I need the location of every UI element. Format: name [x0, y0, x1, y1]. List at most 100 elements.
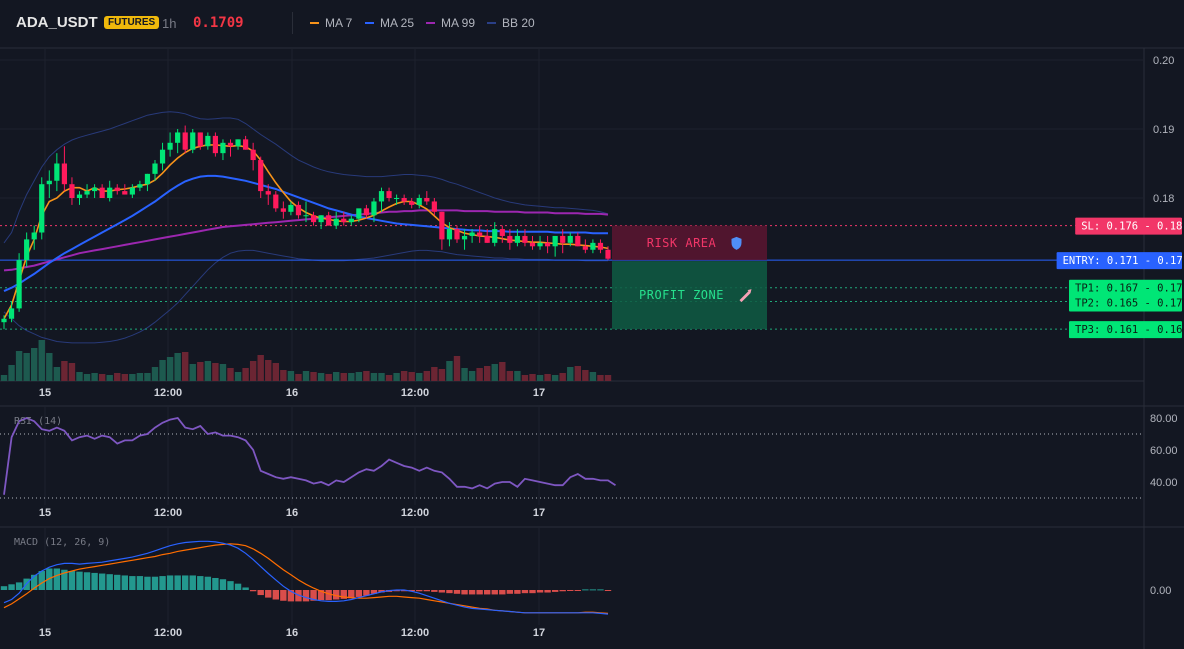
candle-body: [99, 187, 105, 198]
futures-badge: FUTURES: [104, 16, 160, 29]
candle-body: [8, 308, 15, 319]
macd-histogram-bar: [604, 590, 612, 591]
candle-body: [122, 191, 128, 195]
candle-body: [295, 204, 302, 216]
candle-body: [243, 139, 249, 150]
volume-bar: [385, 375, 393, 381]
volume-bar: [529, 374, 536, 381]
candle-body: [348, 218, 354, 223]
candle-body: [514, 235, 520, 243]
volume-bar: [114, 373, 121, 381]
volume-bar: [438, 369, 446, 381]
candle-body: [182, 132, 188, 150]
candle-body: [529, 242, 536, 247]
candle-body: [258, 160, 264, 192]
volume-bar: [174, 353, 181, 381]
macd-histogram-bar: [68, 571, 76, 590]
volume-bar: [151, 367, 159, 381]
candle-body: [250, 149, 256, 161]
candle-body: [597, 242, 604, 250]
time-tick-label: 12:00: [401, 627, 429, 639]
candle-body: [545, 242, 551, 247]
macd-histogram-bar: [204, 576, 212, 590]
macd-histogram-bar: [408, 590, 415, 592]
macd-histogram-bar: [536, 590, 544, 593]
legend-label: MA 7: [325, 16, 353, 30]
macd-histogram-bar: [393, 590, 400, 592]
tp3-tag-text: TP3: 0.161 - 0.16: [1075, 324, 1182, 336]
legend-ma25[interactable]: MA 25: [365, 16, 414, 30]
symbol-name[interactable]: ADA_USDT: [16, 14, 98, 31]
candle-body: [318, 215, 324, 223]
time-tick-label: 12:00: [154, 507, 182, 519]
macd-histogram-bar: [166, 575, 174, 590]
volume-bar: [15, 351, 23, 381]
time-tick-label: 12:00: [154, 387, 182, 399]
macd-histogram-bar: [521, 590, 529, 594]
volume-bar: [76, 372, 83, 381]
price-tick-label: 0.20: [1153, 55, 1174, 67]
legend-ma7[interactable]: MA 7: [310, 16, 352, 30]
volume-bar: [393, 373, 400, 381]
candle-body: [477, 232, 483, 236]
time-tick-label: 17: [533, 387, 545, 399]
macd-histogram-bar: [265, 590, 272, 598]
candle-body: [310, 215, 317, 223]
profit-zone-label: PROFIT ZONE: [639, 288, 724, 302]
macd-histogram-bar: [400, 590, 408, 592]
candle-body: [605, 249, 611, 259]
macd-histogram-bar: [0, 586, 8, 590]
timeframe-label[interactable]: 1h: [162, 16, 177, 31]
candle-body: [416, 198, 422, 205]
candle-body: [567, 235, 573, 243]
macd-histogram-bar: [8, 584, 15, 590]
volume-bar: [272, 363, 279, 381]
volume-bar: [416, 373, 423, 381]
candle-body: [401, 198, 407, 202]
macd-histogram-bar: [249, 590, 257, 592]
time-tick-label: 17: [533, 507, 545, 519]
candle-body: [227, 142, 234, 147]
rsi-tick-label: 60.00: [1150, 445, 1178, 457]
volume-bar: [484, 366, 491, 381]
time-tick-label: 15: [39, 387, 51, 399]
legend-bb20[interactable]: BB 20: [487, 16, 535, 30]
bb-lower-line: [3, 249, 608, 344]
header-divider: [292, 12, 293, 34]
legend-ma99[interactable]: MA 99: [426, 16, 475, 30]
candle-body: [454, 229, 460, 240]
ma25-line: [3, 174, 608, 293]
legend-swatch: [487, 22, 496, 24]
volume-bar: [506, 371, 514, 381]
macd-histogram-bar: [567, 590, 574, 591]
tp3-tag: [1069, 321, 1182, 339]
macd-histogram-bar: [31, 574, 38, 590]
macd-histogram-bar: [461, 590, 468, 595]
macd-histogram-bar: [423, 590, 430, 592]
candle-body: [424, 198, 430, 202]
volume-bar: [400, 371, 408, 381]
legend-label: BB 20: [502, 16, 535, 30]
macd-histogram-bar: [514, 590, 521, 594]
macd-histogram-bar: [197, 576, 204, 590]
candle-body: [492, 229, 498, 243]
volume-bar: [355, 372, 363, 381]
volume-bar: [53, 367, 61, 381]
volume-bar: [0, 375, 8, 381]
candle-body: [76, 194, 83, 198]
candle-body: [205, 135, 211, 147]
macd-histogram-bar: [431, 590, 438, 592]
candle-body: [484, 235, 490, 243]
volume-bar: [589, 372, 597, 381]
volume-bar: [340, 373, 347, 381]
macd-histogram-bar: [219, 579, 227, 590]
candle-body: [137, 184, 143, 188]
candle-body: [265, 191, 271, 195]
volume-bar: [129, 374, 136, 381]
macd-histogram-bar: [227, 581, 234, 590]
candle-body: [197, 132, 203, 147]
macd-histogram-bar: [416, 590, 423, 592]
volume-bar: [227, 368, 234, 381]
